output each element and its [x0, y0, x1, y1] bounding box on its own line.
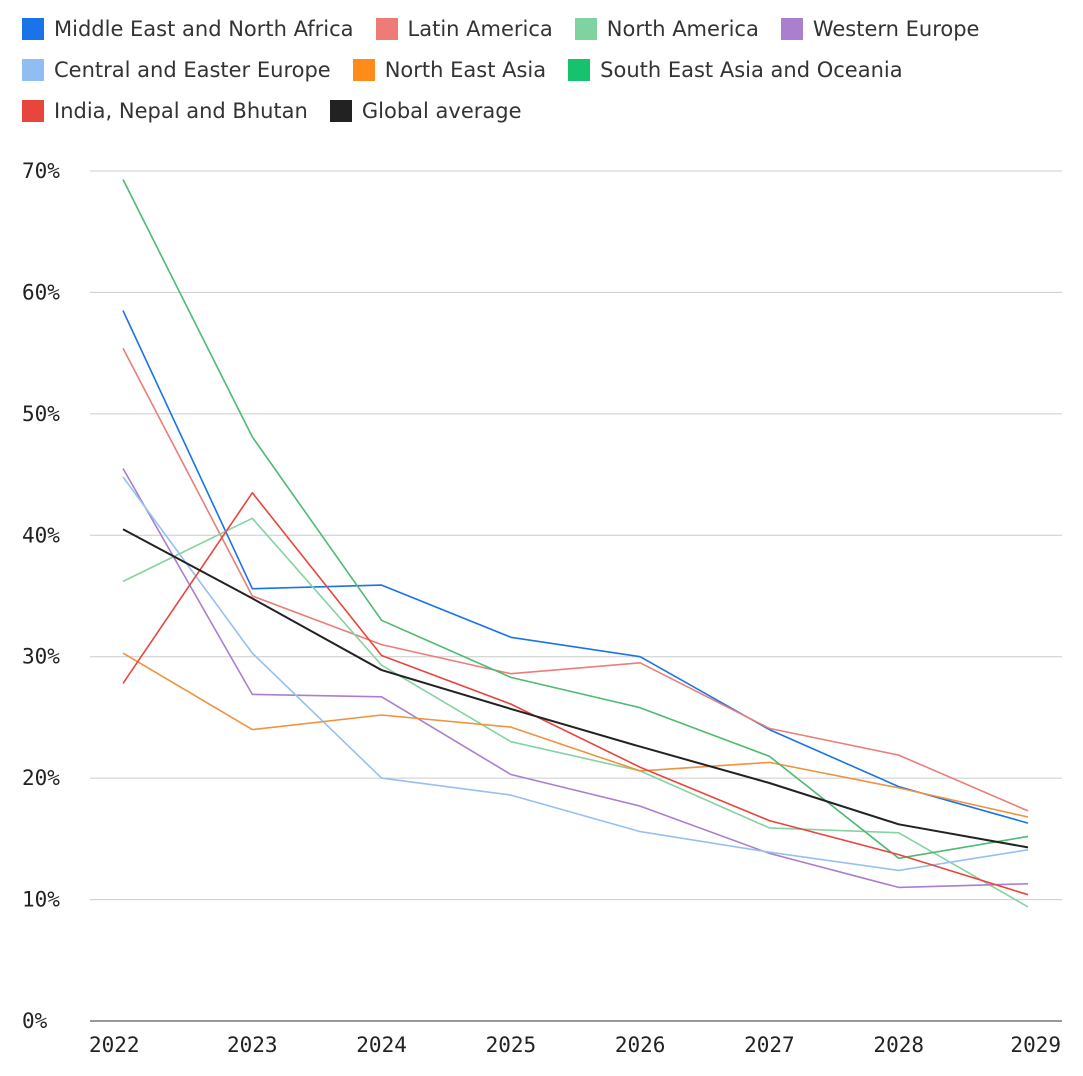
legend-item: India, Nepal and Bhutan	[22, 99, 308, 123]
y-tick-label: 0%	[22, 1009, 48, 1033]
y-tick-label: 20%	[22, 766, 60, 790]
series-line-north-america	[122, 517, 1029, 908]
x-tick-label: 2026	[615, 1033, 666, 1057]
legend-label: North East Asia	[384, 57, 547, 82]
series-line-western-europe	[122, 468, 1029, 889]
y-tick-label: 60%	[22, 280, 60, 304]
legend-label: Western Europe	[812, 16, 980, 41]
legend-item: Central and Easter Europe	[22, 58, 331, 82]
series-line-latin-america	[122, 347, 1029, 812]
series-line-global-average	[122, 528, 1029, 849]
legend-label: India, Nepal and Bhutan	[54, 98, 308, 123]
legend-item: South East Asia and Oceania	[568, 57, 903, 82]
legend-swatch	[22, 17, 44, 40]
legend-swatch	[22, 99, 44, 122]
legend-swatch	[329, 99, 352, 122]
series-line-middle-east-and-north-africa	[122, 310, 1029, 824]
y-tick-label: 30%	[22, 645, 60, 669]
legend-swatch	[574, 17, 597, 40]
x-tick-label: 2029	[1010, 1033, 1061, 1057]
legend-item: North America	[574, 16, 759, 41]
y-tick-label: 50%	[22, 402, 60, 426]
x-tick-label: 2027	[744, 1033, 795, 1057]
x-tick-label: 2022	[89, 1033, 140, 1057]
legend-swatch	[22, 58, 44, 81]
y-tick-label: 70%	[22, 159, 60, 183]
legend-swatch	[375, 17, 398, 40]
legend-label: Central and Easter Europe	[54, 57, 331, 82]
legend-label: Latin America	[407, 16, 553, 41]
series-line-india-nepal-and-bhutan	[122, 491, 1029, 896]
legend-label: South East Asia and Oceania	[600, 57, 903, 82]
x-tick-label: 2024	[356, 1033, 407, 1057]
series-line-central-and-easter-europe	[122, 476, 1029, 872]
x-tick-label: 2023	[227, 1033, 278, 1057]
x-tick-label: 2028	[873, 1033, 924, 1057]
y-tick-label: 10%	[22, 888, 60, 912]
legend-item: Middle East and North Africa	[22, 17, 354, 41]
y-tick-label: 40%	[22, 523, 60, 547]
series-line-north-east-asia	[122, 652, 1029, 818]
legend-swatch	[568, 58, 591, 81]
series-line-south-east-asia-and-oceania	[122, 179, 1029, 860]
x-tick-label: 2025	[486, 1033, 537, 1057]
legend-row: Central and Easter Europe North East Asia…	[22, 49, 1072, 90]
legend-row: India, Nepal and Bhutan Global average	[22, 90, 1072, 131]
legend-item: Global average	[329, 98, 522, 123]
chart-legend: Middle East and North Africa Latin Americ…	[22, 8, 1072, 131]
legend-label: North America	[606, 16, 759, 41]
legend-row: Middle East and North Africa Latin Americ…	[22, 8, 1072, 49]
legend-item: North East Asia	[352, 57, 547, 82]
legend-swatch	[352, 58, 375, 81]
legend-item: Latin America	[375, 16, 553, 41]
legend-swatch	[780, 17, 803, 40]
legend-label: Middle East and North Africa	[54, 16, 354, 41]
legend-label: Global average	[361, 98, 522, 123]
legend-item: Western Europe	[780, 16, 980, 41]
